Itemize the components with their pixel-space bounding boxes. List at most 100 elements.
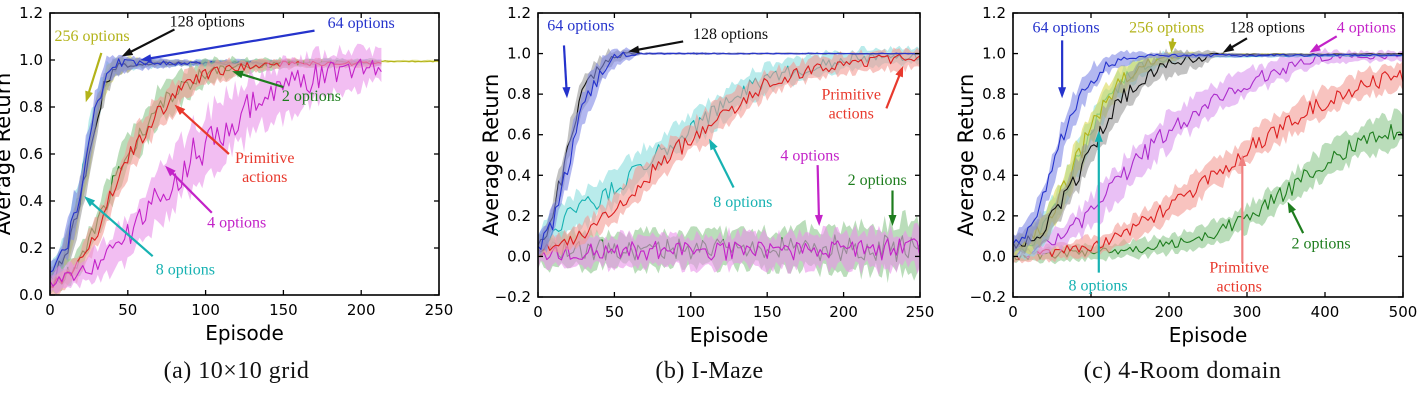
annotation-4-options: 4 options [165, 165, 266, 232]
series-4-options [538, 222, 920, 276]
chart-caption-c: (c) 4-Room domain [1083, 358, 1282, 384]
annotation-8-options: 8 options [1068, 130, 1128, 294]
annotation-arrowhead [1058, 87, 1067, 99]
annotation-64-options: 64 options [140, 15, 395, 63]
y-tick-label: 1.0 [982, 45, 1006, 63]
annotation-arrowhead [84, 196, 96, 207]
annotation-arrowhead [121, 47, 134, 57]
annotation-arrow [562, 45, 568, 93]
x-tick-label: 0 [45, 301, 55, 319]
x-tick-label: 100 [191, 301, 220, 319]
chart-panel-c: 0 100 200 300 400 500 −0.2 0.0 0.2 0.4 0.6 0.8 1.0 1.… [946, 0, 1419, 402]
series-primitive-actions [1013, 60, 1403, 264]
annotation-arrowhead [1222, 43, 1235, 53]
y-axis-label: Average Return [954, 74, 978, 237]
annotation-8-options: 8 options [709, 138, 772, 211]
annotation-arrowhead [85, 90, 93, 103]
annotation-arrow [237, 72, 284, 89]
annotation-text: 2 options [848, 172, 907, 189]
annotation-text: 64 options [1032, 20, 1099, 37]
annotation-text: 64 options [547, 18, 614, 35]
annotation-text: 256 options [1129, 20, 1204, 37]
y-tick-label: 1.2 [507, 4, 531, 22]
y-tick-label: 0.6 [507, 126, 531, 144]
annotation-text: Primitive [821, 86, 881, 103]
x-tick-label: 0 [533, 303, 543, 321]
series-primitive-actions [538, 47, 920, 258]
chart-b-canvas: 0 50 100 150 200 250 −0.2 0.0 0.2 0.4 0.6 0.8 1.0 1.2… [479, 4, 934, 347]
series-layer [538, 45, 920, 284]
annotation-256-options: 256 options [1129, 20, 1204, 53]
chart-a-canvas: 0 50 100 150 200 250 0.0 0.2 0.4 0.6 0.8 1.0 1.2 Epis… [0, 4, 454, 345]
y-tick-label: 0.0 [982, 247, 1006, 265]
y-tick-label: 0.4 [19, 192, 43, 210]
y-tick-label: 0.2 [19, 239, 43, 257]
y-tick-label: 0.4 [507, 166, 531, 184]
annotation-text: actions [829, 105, 874, 122]
annotation-text: actions [242, 169, 287, 186]
annotation-arrowhead [562, 87, 571, 99]
x-tick-label: 250 [425, 301, 454, 319]
x-axis-label: Episode [205, 321, 284, 345]
x-tick-label: 500 [1389, 303, 1418, 321]
annotation-arrow [710, 143, 735, 188]
x-tick-label: 150 [753, 303, 782, 321]
ticks [49, 12, 440, 296]
x-tick-label: 200 [829, 303, 858, 321]
ticks [537, 12, 921, 298]
annotation-text: 128 options [1230, 20, 1305, 37]
annotation-arrowhead [895, 65, 904, 78]
annotation-4-options: 4 options [780, 148, 840, 226]
annotation-text: 128 options [170, 14, 245, 31]
annotation-arrowhead [1168, 41, 1177, 53]
annotation-text: actions [1217, 279, 1262, 296]
ticks [1012, 12, 1404, 298]
annotation-64-options: 64 options [1032, 20, 1100, 99]
annotation-arrowhead [814, 214, 823, 226]
y-tick-label: −0.2 [495, 288, 531, 306]
annotation-arrowhead [1094, 130, 1103, 142]
annotation-text: 4 options [207, 215, 266, 232]
y-tick-label: 0.2 [982, 207, 1006, 225]
y-tick-label: −0.2 [970, 288, 1006, 306]
annotation-256-options: 256 options [54, 28, 130, 103]
annotation-arrowhead [1238, 155, 1247, 166]
annotation-text: Primitive [235, 150, 295, 167]
x-tick-label: 50 [118, 301, 137, 319]
x-axis-label: Episode [690, 323, 769, 347]
annotation-text: 2 options [282, 88, 341, 105]
annotation-primitive-actions: Primitive actions [821, 65, 904, 122]
annotation-text: 8 options [713, 194, 772, 211]
x-tick-label: 100 [676, 303, 705, 321]
annotation-arrowhead [1309, 43, 1321, 53]
annotation-arrowhead [165, 165, 176, 177]
annotation-arrow [126, 28, 175, 55]
annotation-128-options: 128 options [628, 26, 768, 54]
y-tick-label: 1.0 [507, 45, 531, 63]
y-axis-label: Average Return [479, 74, 503, 237]
annotation-4-options: 4 options [1309, 20, 1396, 53]
chart-caption-a: (a) 10×10 grid [163, 358, 310, 384]
annotation-text: 256 options [54, 28, 129, 45]
annotation-primitive-actions: Primitive actions [1209, 155, 1269, 296]
annotation-arrow [885, 70, 902, 109]
annotation-128-options: 128 options [121, 14, 245, 57]
x-tick-label: 200 [347, 301, 376, 319]
y-tick-label: 0.4 [982, 166, 1006, 184]
x-tick-label: 400 [1311, 303, 1340, 321]
y-axis-label: Average Return [0, 73, 15, 236]
annotation-128-options: 128 options [1222, 20, 1305, 53]
axes-box [537, 12, 921, 298]
x-tick-label: 0 [1008, 303, 1018, 321]
annotation-text: Primitive [1209, 260, 1269, 277]
annotation-8-options: 8 options [84, 196, 215, 279]
annotation-text: 128 options [693, 26, 768, 43]
annotation-arrowhead [140, 54, 152, 63]
x-tick-label: 50 [605, 303, 624, 321]
chart-c-canvas: 0 100 200 300 400 500 −0.2 0.0 0.2 0.4 0.6 0.8 1.0 1.… [954, 4, 1418, 347]
x-tick-label: 100 [1077, 303, 1106, 321]
series-64-options [538, 47, 920, 256]
annotation-text: 64 options [328, 15, 395, 32]
y-tick-label: 1.2 [19, 4, 43, 22]
annotation-text: 4 options [780, 148, 839, 165]
